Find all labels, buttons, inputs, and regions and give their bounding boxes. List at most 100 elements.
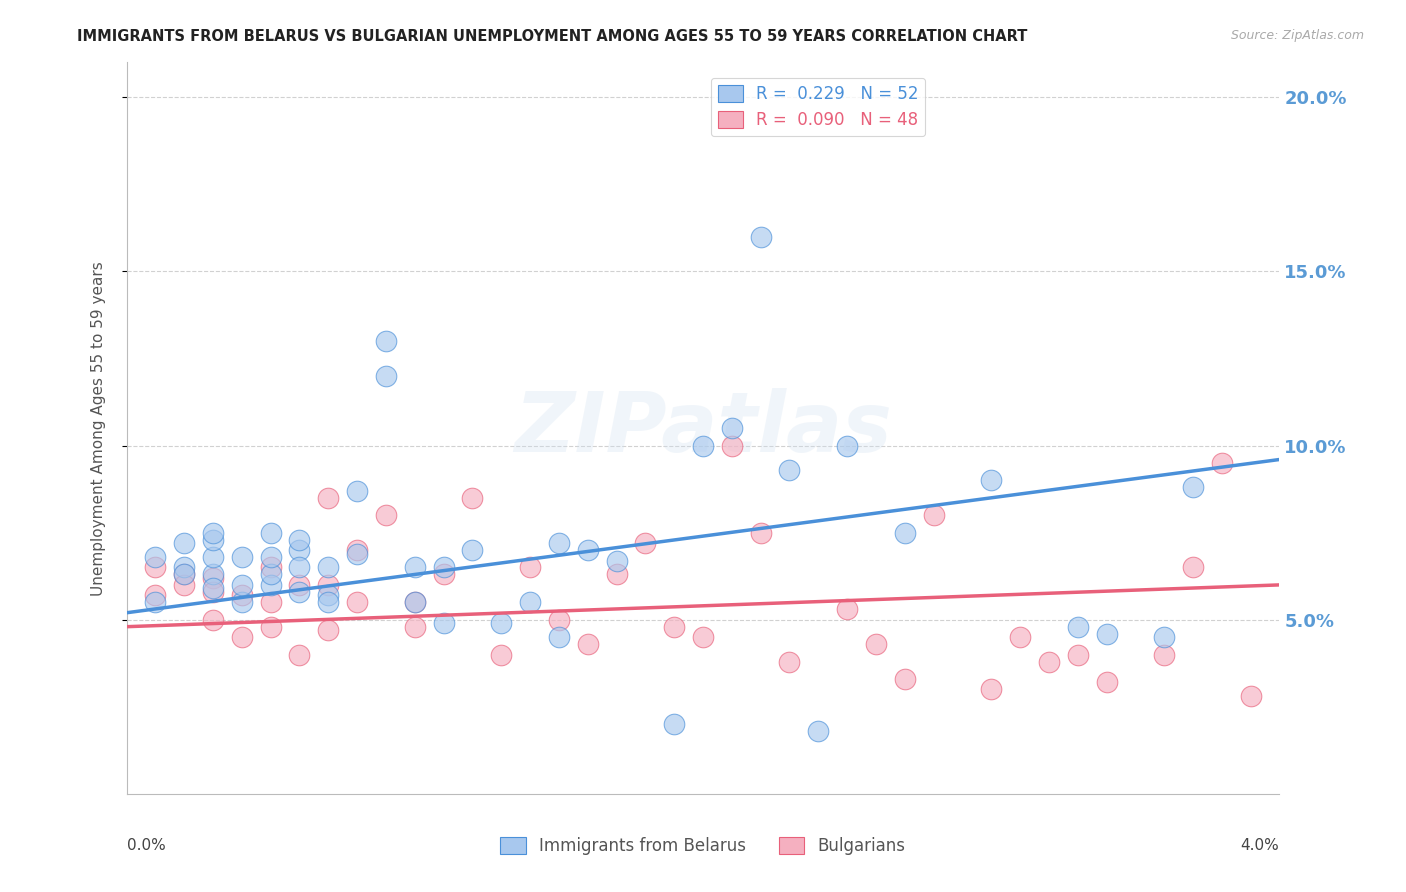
Point: [1067, 648, 1090, 662]
Point: [922, 508, 945, 523]
Point: [980, 474, 1002, 488]
Point: [202, 525, 225, 540]
Point: [634, 536, 657, 550]
Point: [374, 334, 398, 348]
Point: [519, 560, 541, 574]
Point: [288, 585, 311, 599]
Point: [433, 616, 456, 631]
Point: [173, 567, 195, 582]
Point: [374, 508, 398, 523]
Point: [835, 439, 858, 453]
Point: [173, 560, 195, 574]
Point: [202, 582, 225, 596]
Point: [259, 595, 281, 609]
Point: [606, 567, 628, 582]
Point: [202, 571, 225, 585]
Point: [1211, 456, 1233, 470]
Point: [894, 672, 917, 686]
Point: [202, 613, 225, 627]
Point: [288, 648, 311, 662]
Point: [519, 595, 541, 609]
Point: [145, 549, 166, 564]
Point: [259, 578, 281, 592]
Text: ZIPatlas: ZIPatlas: [515, 388, 891, 468]
Point: [145, 560, 166, 574]
Text: 4.0%: 4.0%: [1240, 838, 1279, 853]
Point: [318, 491, 340, 505]
Point: [749, 525, 772, 540]
Point: [259, 620, 281, 634]
Point: [1038, 655, 1060, 669]
Point: [202, 533, 225, 547]
Point: [346, 547, 368, 561]
Point: [548, 630, 571, 644]
Point: [461, 543, 484, 558]
Point: [259, 549, 281, 564]
Point: [404, 620, 426, 634]
Point: [865, 637, 887, 651]
Point: [318, 578, 340, 592]
Point: [202, 549, 225, 564]
Point: [664, 620, 686, 634]
Point: [145, 595, 166, 609]
Point: [173, 578, 195, 592]
Text: Source: ZipAtlas.com: Source: ZipAtlas.com: [1230, 29, 1364, 42]
Point: [779, 463, 801, 477]
Point: [548, 536, 571, 550]
Point: [173, 536, 195, 550]
Point: [433, 567, 456, 582]
Point: [202, 585, 225, 599]
Point: [288, 560, 311, 574]
Point: [145, 588, 166, 602]
Point: [202, 567, 225, 582]
Point: [1010, 630, 1032, 644]
Point: [606, 553, 628, 567]
Point: [1240, 690, 1263, 704]
Point: [1095, 626, 1118, 640]
Point: [231, 549, 253, 564]
Point: [374, 368, 398, 383]
Point: [1067, 620, 1090, 634]
Point: [288, 533, 311, 547]
Point: [749, 229, 772, 244]
Point: [231, 588, 253, 602]
Point: [318, 588, 340, 602]
Legend: R =  0.229   N = 52, R =  0.090   N = 48: R = 0.229 N = 52, R = 0.090 N = 48: [711, 78, 925, 136]
Point: [461, 491, 484, 505]
Point: [489, 648, 512, 662]
Point: [1095, 675, 1118, 690]
Point: [173, 567, 195, 582]
Point: [318, 595, 340, 609]
Point: [894, 525, 917, 540]
Point: [1153, 648, 1175, 662]
Point: [1181, 560, 1204, 574]
Point: [346, 595, 368, 609]
Point: [318, 560, 340, 574]
Point: [288, 578, 311, 592]
Point: [548, 613, 571, 627]
Point: [231, 630, 253, 644]
Point: [288, 543, 311, 558]
Point: [835, 602, 858, 616]
Point: [779, 655, 801, 669]
Point: [346, 543, 368, 558]
Y-axis label: Unemployment Among Ages 55 to 59 years: Unemployment Among Ages 55 to 59 years: [91, 260, 105, 596]
Point: [231, 595, 253, 609]
Point: [489, 616, 512, 631]
Text: IMMIGRANTS FROM BELARUS VS BULGARIAN UNEMPLOYMENT AMONG AGES 55 TO 59 YEARS CORR: IMMIGRANTS FROM BELARUS VS BULGARIAN UNE…: [77, 29, 1028, 44]
Point: [576, 637, 599, 651]
Point: [720, 421, 742, 435]
Point: [807, 724, 830, 739]
Point: [259, 525, 281, 540]
Text: 0.0%: 0.0%: [127, 838, 166, 853]
Point: [692, 439, 714, 453]
Point: [259, 560, 281, 574]
Point: [318, 623, 340, 637]
Point: [259, 567, 281, 582]
Point: [692, 630, 714, 644]
Point: [404, 595, 426, 609]
Point: [720, 439, 742, 453]
Point: [433, 560, 456, 574]
Point: [231, 578, 253, 592]
Point: [980, 682, 1002, 697]
